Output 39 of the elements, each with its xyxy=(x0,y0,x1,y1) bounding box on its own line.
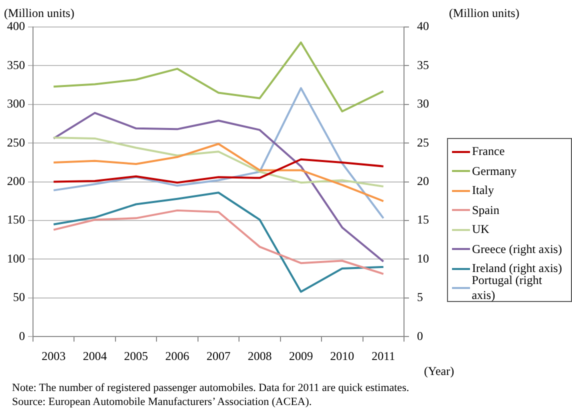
x-tick-label: 2010 xyxy=(330,348,354,363)
legend-label: Ireland (right axis) xyxy=(472,261,562,276)
y-tick-label: 400 xyxy=(7,19,25,34)
legend-label: Italy xyxy=(472,183,494,198)
x-tick-label: 2006 xyxy=(165,348,190,363)
x-tick-label: 2009 xyxy=(288,348,313,363)
legend-label: France xyxy=(472,144,505,160)
x-axis-title: (Year) xyxy=(424,364,454,379)
y2-tick-label: 20 xyxy=(417,174,429,188)
y-tick-label: 250 xyxy=(7,135,25,150)
y2-tick-label: 0 xyxy=(417,328,423,343)
x-tick-label: 2007 xyxy=(206,348,230,363)
y-tick-label: 150 xyxy=(7,212,25,227)
y2-tick-label: 15 xyxy=(417,212,429,227)
legend-label: UK xyxy=(472,222,490,238)
y-tick-label: 350 xyxy=(7,58,25,72)
y-tick-label: 200 xyxy=(7,174,25,188)
legend-label: Spain xyxy=(472,202,500,218)
y-axis-title: (Million units) xyxy=(4,6,74,21)
y-tick-label: 300 xyxy=(7,96,25,111)
x-tick-label: 2008 xyxy=(248,348,272,363)
text: Note: The number of registered passenger automobiles. Data for 2011 are quick estimates. xyxy=(12,381,410,395)
x-tick-label: 2005 xyxy=(124,348,148,363)
y-tick-label: 50 xyxy=(13,290,25,304)
y2-axis-title: (Million units) xyxy=(449,6,520,21)
x-tick-label: 2004 xyxy=(82,348,107,363)
y-tick-label: 0 xyxy=(19,328,25,343)
y2-tick-label: 35 xyxy=(417,58,429,72)
y2-tick-label: 40 xyxy=(417,19,429,34)
x-tick-label: 2003 xyxy=(42,348,66,363)
source-note: Source: European Automobile Manufacturers’ Association (ACEA). xyxy=(12,395,313,409)
y2-tick-label: 30 xyxy=(417,96,429,111)
y2-tick-label: 25 xyxy=(417,135,429,150)
x-tick-label: 2011 xyxy=(372,348,396,363)
legend-label: Greece (right axis) xyxy=(472,242,562,257)
legend-label: Germany xyxy=(472,164,517,179)
y-tick-label: 100 xyxy=(7,251,25,266)
y2-tick-label: 5 xyxy=(417,290,423,304)
y2-tick-label: 10 xyxy=(417,251,429,266)
